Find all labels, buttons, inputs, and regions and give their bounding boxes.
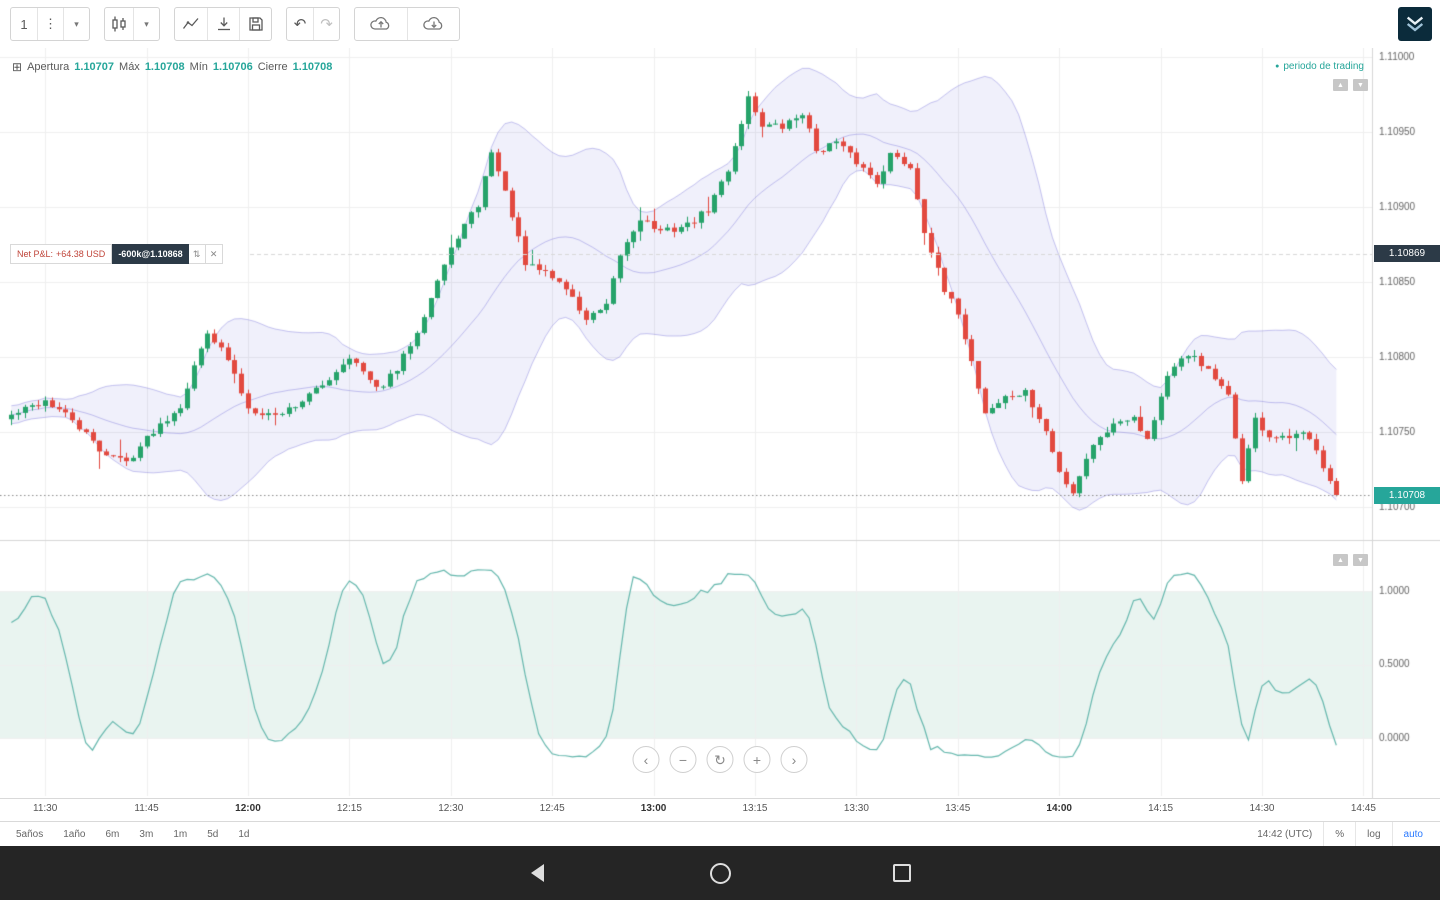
percent-scale-button[interactable]: % bbox=[1323, 822, 1355, 846]
oscillator-pane-maximize-button[interactable]: ▲ bbox=[1333, 554, 1348, 566]
position-widget: Net P&L: +64.38 USD -600k@1.10868 ⇅ ✕ bbox=[10, 244, 223, 264]
time-axis-label: 12:15 bbox=[336, 803, 362, 814]
indicator-label: periodo de trading bbox=[1283, 61, 1364, 72]
pan-right-button[interactable]: › bbox=[780, 746, 808, 773]
log-scale-button[interactable]: log bbox=[1355, 822, 1391, 846]
indicator-legend: ● periodo de trading bbox=[1275, 61, 1364, 72]
pan-left-button[interactable]: ‹ bbox=[632, 746, 660, 773]
time-axis-label: 11:45 bbox=[134, 803, 159, 814]
ohlc-legend: ⊞ Apertura 1.10707 Máx 1.10708 Mín 1.107… bbox=[12, 60, 332, 74]
pnl-label: Net P&L: bbox=[17, 249, 54, 259]
time-axis-label: 14:15 bbox=[1148, 803, 1174, 814]
low-value: 1.10706 bbox=[212, 61, 253, 73]
close-position-button[interactable]: ✕ bbox=[205, 244, 223, 264]
chart-style-group: ▾ bbox=[104, 7, 160, 41]
chart-area: ⊞ Apertura 1.10707 Máx 1.10708 Mín 1.107… bbox=[0, 48, 1440, 798]
time-axis-label: 14:30 bbox=[1249, 803, 1275, 814]
time-axis-label: 12:30 bbox=[438, 803, 464, 814]
interval-button[interactable]: 1 bbox=[20, 16, 28, 32]
time-axis-label: 14:45 bbox=[1350, 803, 1376, 814]
date-range-buttons: 5años 1año 6m 3m 1m 5d 1d bbox=[6, 829, 259, 840]
chart-nav-controls: ‹ − ↻ + › bbox=[632, 746, 808, 773]
time-axis-label: 11:30 bbox=[33, 803, 58, 814]
cloud-group bbox=[354, 7, 460, 41]
open-value: 1.10707 bbox=[74, 61, 115, 73]
screenshot-icon[interactable] bbox=[207, 8, 239, 40]
time-axis-label: 12:45 bbox=[539, 803, 565, 814]
indicators-icon[interactable] bbox=[175, 8, 207, 40]
bottom-toolbar: 5años 1año 6m 3m 1m 5d 1d 14:42 (UTC) % log au… bbox=[0, 821, 1440, 846]
bottom-right-controls: 14:42 (UTC) % log auto bbox=[1246, 822, 1434, 846]
legend-expand-icon[interactable]: ⊞ bbox=[12, 60, 23, 74]
zoom-in-button[interactable]: + bbox=[743, 746, 771, 773]
interval-group: 1 ⋮ ▾ bbox=[10, 7, 90, 41]
range-button-1d[interactable]: 1d bbox=[238, 828, 250, 840]
android-back-button[interactable] bbox=[526, 861, 550, 885]
android-recents-button[interactable] bbox=[890, 861, 914, 885]
auto-scale-button[interactable]: auto bbox=[1391, 822, 1434, 846]
android-navigation-bar bbox=[0, 846, 1440, 900]
zoom-out-button[interactable]: − bbox=[669, 746, 697, 773]
cloud-upload-icon[interactable] bbox=[355, 8, 407, 40]
android-home-button[interactable] bbox=[708, 861, 732, 885]
range-button-5d[interactable]: 5d bbox=[207, 828, 219, 840]
last-price-badge: 1.10708 bbox=[1374, 487, 1440, 504]
save-icon[interactable] bbox=[239, 8, 271, 40]
low-label: Mín bbox=[189, 61, 208, 73]
oscillator-pane-collapse-button[interactable]: ▼ bbox=[1353, 554, 1368, 566]
time-axis-label: 13:45 bbox=[945, 803, 971, 814]
cloud-download-icon[interactable] bbox=[407, 8, 459, 40]
time-axis-label: 12:00 bbox=[235, 803, 261, 814]
range-button-1m[interactable]: 1m bbox=[173, 828, 188, 840]
time-axis-label: 13:30 bbox=[843, 803, 869, 814]
position-price-badge: 1.10869 bbox=[1374, 245, 1440, 262]
oscillator-pane-buttons: ▲ ▼ bbox=[1333, 554, 1368, 566]
close-value: 1.10708 bbox=[292, 61, 333, 73]
close-label: Cierre bbox=[257, 61, 288, 73]
pnl-value: +64.38 USD bbox=[56, 249, 106, 259]
time-axis[interactable]: 11:30 11:45 12:00 12:15 12:30 12:45 13:00 13:15… bbox=[0, 798, 1440, 821]
top-toolbar: 1 ⋮ ▾ ▾ ↶ ↷ bbox=[0, 0, 1440, 48]
time-axis-label: 13:00 bbox=[640, 803, 667, 814]
range-button-6m[interactable]: 6m bbox=[105, 828, 120, 840]
clock-label: 14:42 (UTC) bbox=[1257, 828, 1313, 840]
range-button-5años[interactable]: 5años bbox=[16, 828, 44, 840]
high-value: 1.10708 bbox=[144, 61, 185, 73]
chart-style-dropdown-icon[interactable]: ▾ bbox=[133, 8, 159, 40]
redo-icon[interactable]: ↷ bbox=[313, 8, 339, 40]
price-pane-collapse-button[interactable]: ▼ bbox=[1353, 79, 1368, 91]
reset-view-button[interactable]: ↻ bbox=[706, 746, 734, 773]
tools-group bbox=[174, 7, 272, 41]
time-axis-label: 13:15 bbox=[742, 803, 768, 814]
time-axis-label: 14:00 bbox=[1046, 803, 1072, 814]
position-pnl: Net P&L: +64.38 USD bbox=[10, 244, 113, 264]
price-chart-canvas[interactable] bbox=[0, 48, 1440, 798]
undo-icon[interactable]: ↶ bbox=[293, 16, 307, 33]
history-group: ↶ ↷ bbox=[286, 7, 340, 41]
price-pane-buttons: ▲ ▼ bbox=[1333, 79, 1368, 91]
range-button-1año[interactable]: 1año bbox=[63, 828, 86, 840]
range-button-3m[interactable]: 3m bbox=[139, 828, 154, 840]
position-size-badge: -600k@1.10868 bbox=[112, 244, 189, 264]
candlestick-style-icon[interactable] bbox=[105, 8, 133, 40]
high-label: Máx bbox=[119, 61, 140, 73]
interval-menu-icon[interactable]: ⋮ bbox=[37, 8, 63, 40]
interval-dropdown-icon[interactable]: ▾ bbox=[63, 8, 89, 40]
reverse-position-button[interactable]: ⇅ bbox=[188, 244, 206, 264]
indicator-dot-icon: ● bbox=[1275, 63, 1280, 70]
app-logo[interactable] bbox=[1398, 7, 1432, 41]
open-label: Apertura bbox=[27, 61, 70, 73]
price-pane-maximize-button[interactable]: ▲ bbox=[1333, 79, 1348, 91]
